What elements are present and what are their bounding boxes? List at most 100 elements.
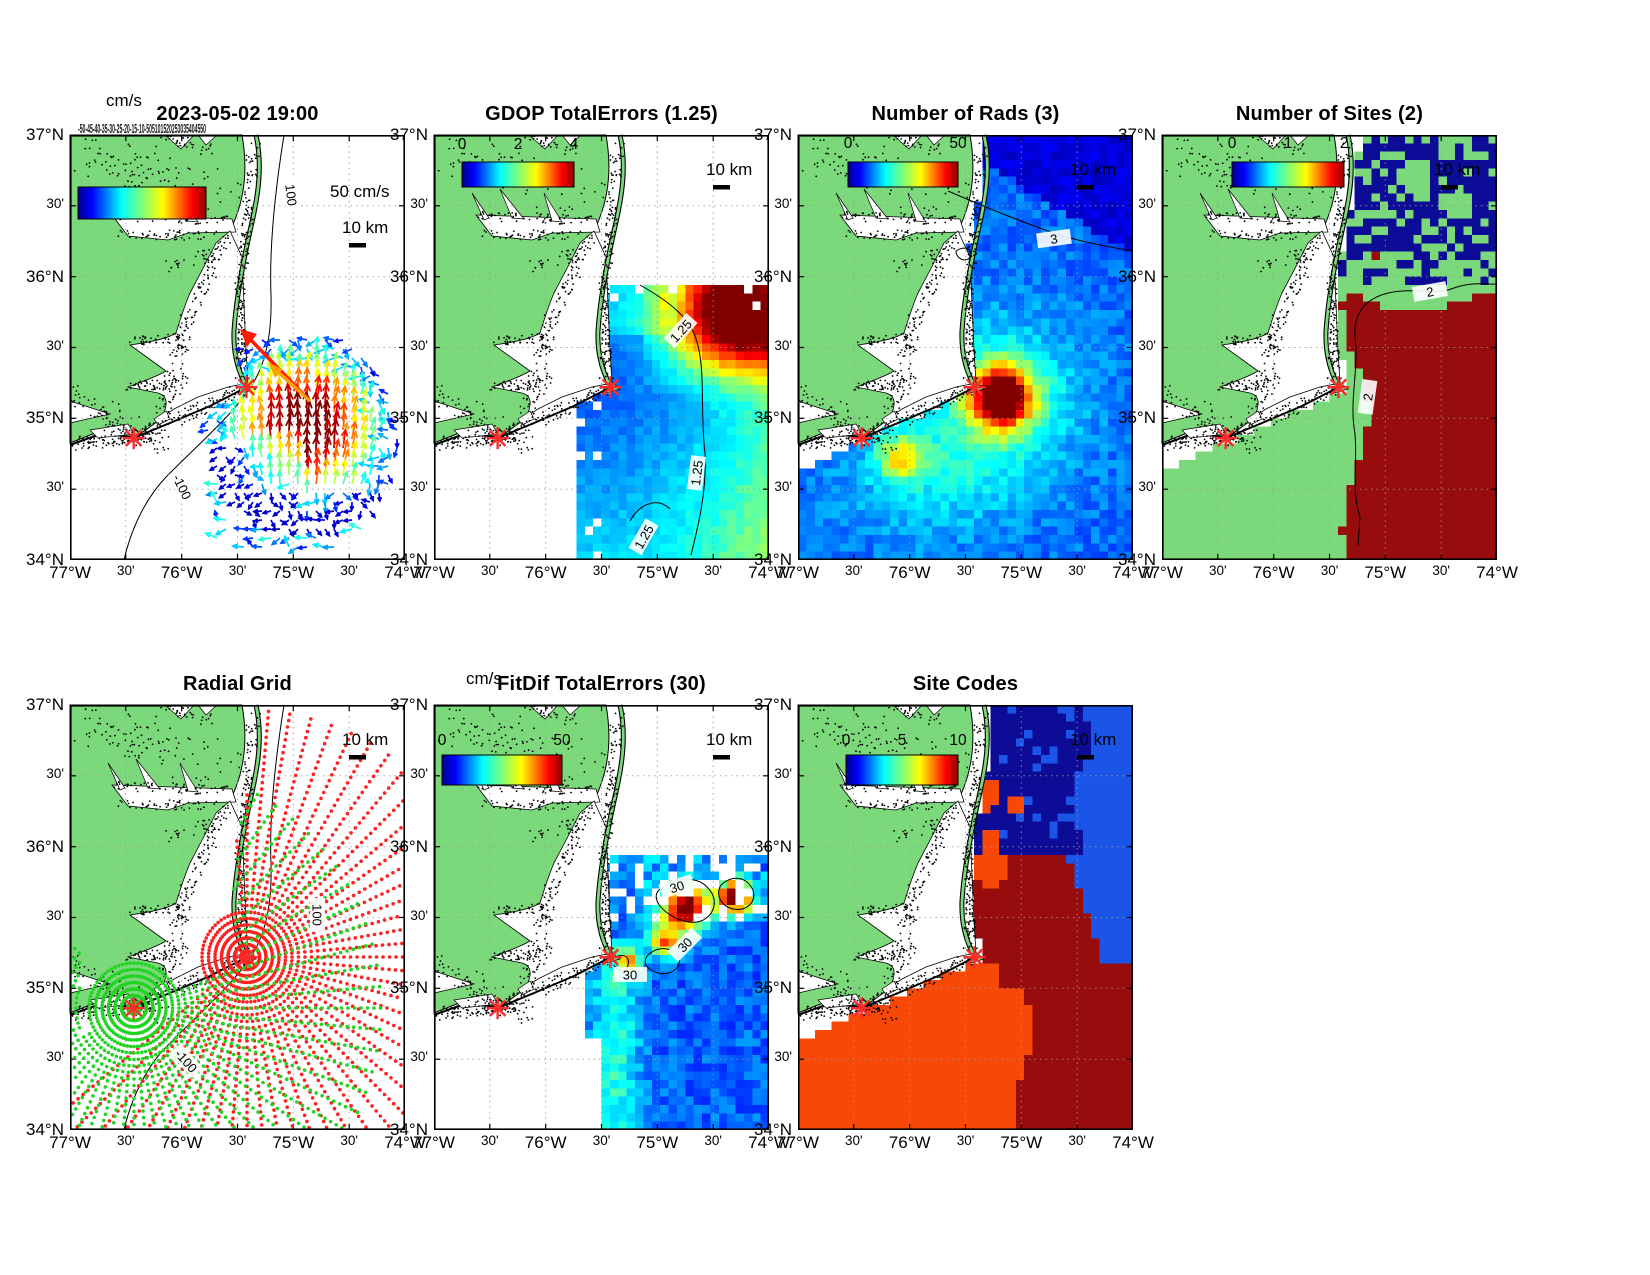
colorbar-tick-label: 0 [438, 732, 447, 749]
x-axis-tick-label: 30' [592, 563, 611, 578]
y-axis-tick-label: 36°N [754, 266, 792, 286]
site-star-icon [599, 946, 622, 969]
contour-label: 1.25 [628, 518, 659, 556]
panel-title: Number of Sites (2) [1235, 103, 1424, 125]
x-axis-tick-label: 76°W [1252, 563, 1295, 582]
panel-title: FitDif TotalErrors (30) [497, 673, 706, 695]
lat-lon-gridlines [434, 135, 769, 560]
svg-text:100: 100 [282, 183, 300, 206]
y-axis-tick-label: 34°N [26, 1120, 64, 1139]
panel-total-currents: 2023-05-02 19:00 cm/s 100 -100 -50-45-40-3… [26, 91, 426, 582]
y-axis-tick-label: 36°N [390, 266, 428, 286]
site-star-icon [122, 427, 145, 450]
y-axis-tick-label: 30' [410, 337, 428, 353]
y-axis-tick-label: 34°N [390, 550, 428, 569]
x-axis-tick-label: 30' [845, 1133, 863, 1148]
scale-bar [1441, 185, 1458, 190]
site-star-icon [486, 427, 509, 450]
y-axis-tick-label: 35°N [754, 408, 792, 428]
y-axis-tick-label: 30' [46, 195, 64, 211]
y-axis-tick-label: 30' [46, 479, 64, 495]
panel-title: Number of Rads (3) [871, 103, 1060, 125]
y-axis-tick-label: 34°N [754, 550, 792, 569]
x-axis-tick-label: 30' [592, 1133, 611, 1148]
site-star-icon [850, 427, 873, 450]
map-scale: 10 km [342, 730, 388, 760]
x-axis-tick-label: 77°W [777, 563, 819, 582]
scale-bar [713, 185, 730, 190]
contour-label: 1.25 [686, 455, 707, 491]
y-axis-tick-label: 30' [774, 195, 792, 211]
map-frame [798, 135, 1133, 560]
x-axis-tick-label: 76°W [160, 563, 203, 582]
map-frame [70, 135, 405, 560]
distance-scale-label: 10 km [1070, 160, 1116, 179]
colorbar: -50-45-40-35-30-25-20-15-10-505101520253… [77, 121, 207, 220]
panel-title: Site Codes [912, 673, 1019, 695]
svg-text:1.25: 1.25 [688, 460, 706, 487]
site-star-icon [599, 376, 622, 399]
lat-lon-gridlines [1162, 135, 1497, 560]
lat-lon-gridlines [798, 135, 1133, 560]
y-axis-tick-label: 30' [46, 907, 64, 923]
y-axis-tick-label: 34°N [390, 1120, 428, 1139]
x-axis-tick-label: 30' [1209, 563, 1227, 578]
colorbar-tick-label: 50 [553, 732, 571, 749]
colorbar: 0 50 [844, 135, 967, 188]
colorbar-tick-label: 0 [844, 135, 853, 152]
contour-label: 3 [1036, 228, 1072, 249]
coastline-speckles [70, 135, 261, 454]
colorbar: 0 50 [438, 732, 571, 786]
x-axis-tick-label: 30' [117, 1133, 135, 1148]
contour-label: 100 [310, 898, 325, 932]
y-axis-tick-label: 37°N [1118, 125, 1156, 144]
land-basemap [797, 704, 990, 1024]
x-axis-tick-label: 30' [956, 1133, 975, 1148]
x-axis-tick-label: 75°W [636, 563, 679, 582]
panel-radial-grid: Radial Grid 100 -100 10 km 37°N 30' 36°N 30' 3… [26, 673, 426, 1152]
land-basemap [1161, 134, 1354, 454]
contour-label: 30 [613, 967, 647, 983]
x-axis-tick-label: 75°W [272, 563, 315, 582]
x-axis-tick-label: 74°W [748, 563, 790, 582]
scale-bar [713, 755, 730, 760]
map-scale: 50 cm/s 10 km [330, 182, 390, 248]
distance-scale-label: 10 km [342, 730, 388, 749]
svg-text:2: 2 [1360, 392, 1376, 401]
scale-bar [1077, 185, 1094, 190]
x-axis-tick-label: 30' [1432, 563, 1450, 578]
y-axis-tick-label: 30' [1138, 195, 1156, 211]
x-axis-tick-label: 76°W [524, 1133, 567, 1152]
land-basemap [433, 134, 626, 454]
panel-site-codes: Site Codes 0 5 10 10 km 37°N 30' 36°N 30' 35°N 3… [754, 673, 1154, 1152]
y-axis-tick-label: 35°N [1118, 408, 1156, 428]
map-scale: 10 km [706, 730, 752, 760]
y-axis-tick-label: 37°N [26, 125, 64, 144]
x-axis-tick-label: 30' [481, 1133, 499, 1148]
x-axis-tick-label: 77°W [777, 1133, 819, 1152]
y-axis-tick-label: 30' [774, 907, 792, 923]
x-axis-tick-label: 30' [704, 1133, 722, 1148]
x-axis-tick-label: 74°W [384, 563, 426, 582]
site-star-icon [963, 376, 986, 399]
x-axis-tick-label: 75°W [1000, 1133, 1043, 1152]
map-overlay: 100 -100 -50-45-40-35-30-25-20-15-10-50510… [69, 121, 405, 561]
y-axis-tick-label: 35°N [754, 978, 792, 998]
y-axis-tick-label: 35°N [390, 978, 428, 998]
site-star-icon [122, 997, 145, 1020]
colorbar-tick-label: 2 [514, 136, 523, 153]
large-scale-arrows [240, 329, 312, 403]
contour-lines [1352, 283, 1498, 546]
contour-label: 2 [1411, 281, 1448, 302]
y-axis-tick-label: 37°N [754, 695, 792, 714]
contour-label: 30 [667, 927, 702, 962]
x-axis-tick-label: 77°W [413, 563, 455, 582]
panel-title: 2023-05-02 19:00 [156, 103, 319, 125]
x-axis-tick-label: 30' [481, 563, 499, 578]
y-axis-tick-label: 34°N [1118, 550, 1156, 569]
x-axis-tick-label: 75°W [272, 1133, 315, 1152]
contour-lines [629, 284, 706, 556]
map-frame [434, 705, 769, 1130]
y-axis-tick-label: 37°N [26, 695, 64, 714]
